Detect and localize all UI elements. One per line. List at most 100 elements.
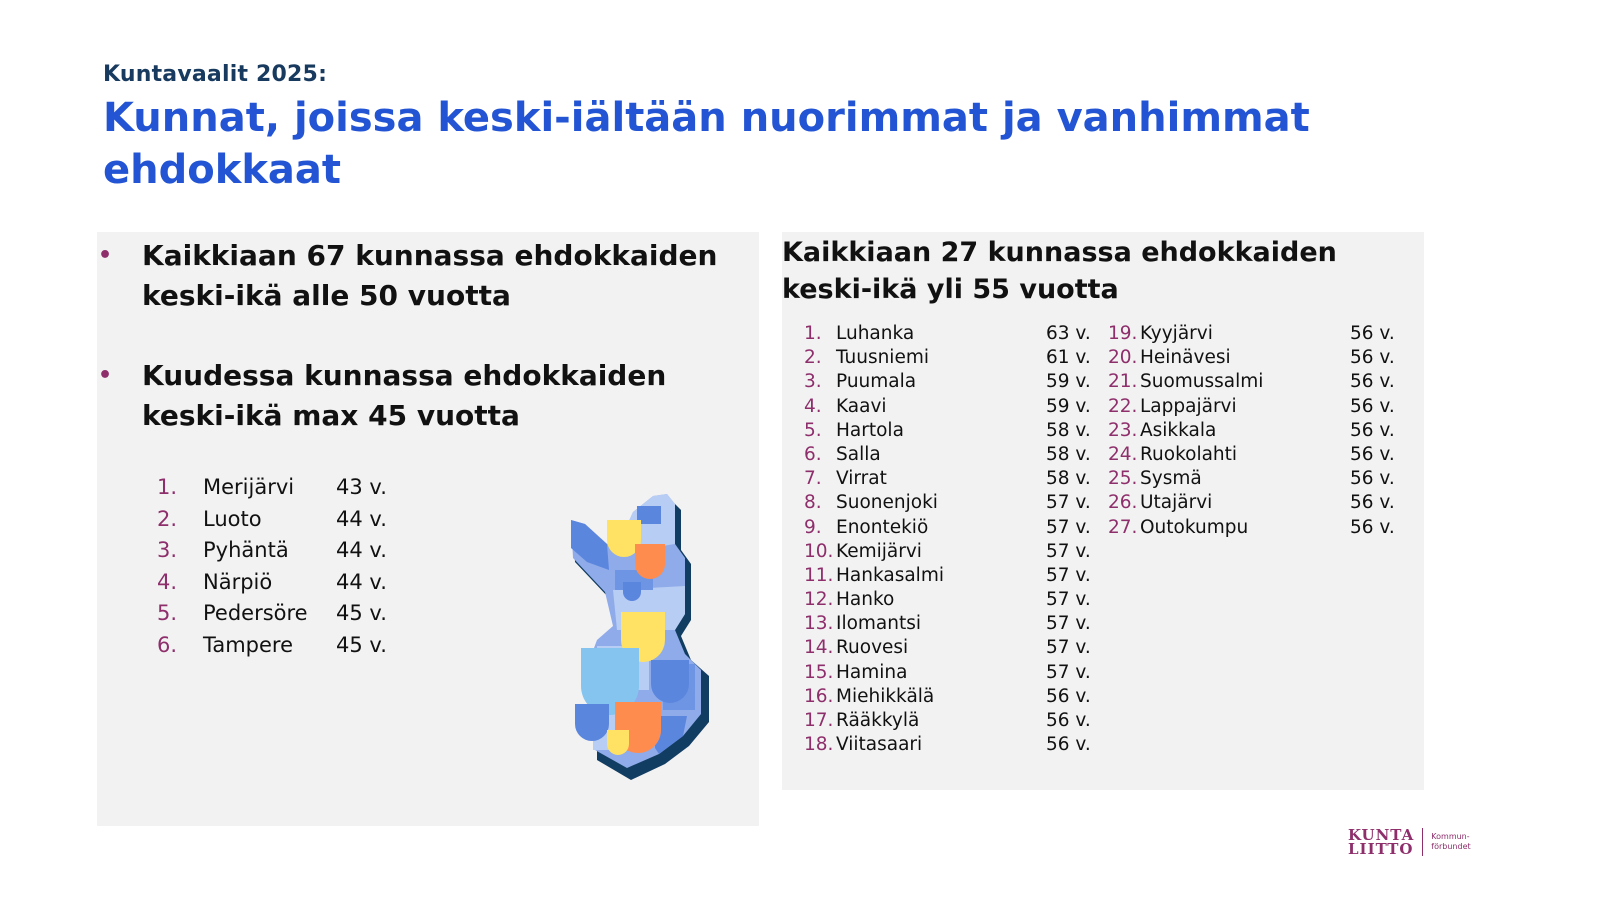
logo-subtext-line: Kommun-	[1431, 832, 1470, 841]
list-item: 9. Enontekiö 57 v.	[804, 516, 1104, 540]
average-age: 58 v.	[1046, 443, 1091, 465]
municipality: Ruovesi	[836, 637, 909, 659]
rank: 2.	[157, 506, 178, 531]
rank: 1.	[804, 323, 822, 344]
municipality: Heinävesi	[1140, 347, 1231, 369]
municipality: Utajärvi	[1140, 492, 1213, 514]
youngest-list: 1. Merijärvi 43 v. 2. Luoto 44 v. 3. Pyh…	[157, 472, 417, 661]
list-item: 22. Lappajärvi 56 v.	[1108, 395, 1408, 419]
municipality: Hanko	[836, 589, 895, 611]
list-item: 16. Miehikkälä 56 v.	[804, 685, 1104, 709]
average-age: 56 v.	[1046, 734, 1091, 756]
average-age: 57 v.	[1046, 492, 1091, 514]
rank: 23.	[1108, 419, 1138, 441]
municipality: Enontekiö	[836, 516, 929, 538]
supertitle: Kuntavaalit 2025:	[103, 62, 328, 87]
list-item: 4. Närpiö 44 v.	[157, 567, 417, 599]
bullet-max-45: • Kuudessa kunnassa ehdokkaiden keski-ik…	[98, 356, 752, 436]
rank: 6.	[804, 443, 822, 465]
list-item: 19. Kyyjärvi 56 v.	[1108, 322, 1408, 346]
average-age: 56 v.	[1350, 516, 1395, 538]
list-item: 5. Hartola 58 v.	[804, 419, 1104, 443]
bullet-dot: •	[98, 363, 113, 388]
average-age: 56 v.	[1350, 443, 1395, 465]
list-item: 23. Asikkala 56 v.	[1108, 419, 1408, 443]
average-age: 57 v.	[1046, 516, 1091, 538]
average-age: 57 v.	[1046, 637, 1091, 659]
average-age: 61 v.	[1046, 347, 1091, 369]
rank: 17.	[804, 710, 834, 731]
oldest-list-column-1: 1. Luhanka 63 v. 2. Tuusniemi 61 v. 3. Puumal…	[804, 322, 1104, 757]
average-age: 57 v.	[1046, 613, 1091, 635]
average-age: 44 v.	[336, 506, 387, 531]
list-item: 12. Hanko 57 v.	[804, 588, 1104, 612]
average-age: 59 v.	[1046, 371, 1091, 393]
municipality: Asikkala	[1140, 419, 1217, 441]
municipality: Tampere	[203, 632, 294, 657]
rank: 14.	[804, 637, 834, 659]
average-age: 56 v.	[1350, 492, 1395, 514]
list-item: 3. Puumala 59 v.	[804, 370, 1104, 394]
municipality: Luoto	[203, 506, 262, 531]
rank: 12.	[804, 589, 834, 611]
municipality: Hamina	[836, 661, 908, 683]
average-age: 44 v.	[336, 538, 387, 562]
list-item: 7. Virrat 58 v.	[804, 467, 1104, 491]
list-item: 1. Merijärvi 43 v.	[157, 472, 417, 504]
list-item: 6. Tampere 45 v.	[157, 630, 417, 662]
list-item: 4. Kaavi 59 v.	[804, 395, 1104, 419]
municipality: Tuusniemi	[836, 347, 929, 369]
list-item: 21. Suomussalmi 56 v.	[1108, 370, 1408, 394]
rank: 13.	[804, 613, 834, 635]
logo-wordmark-line: KUNTA	[1348, 826, 1415, 844]
average-age: 57 v.	[1046, 661, 1091, 683]
bullet-under-50: • Kaikkiaan 67 kunnassa ehdokkaiden kesk…	[98, 236, 752, 316]
list-item: 10. Kemijärvi 57 v.	[804, 540, 1104, 564]
rank: 10.	[804, 540, 834, 562]
logo-subtext-line: förbundet	[1431, 842, 1471, 851]
municipality: Rääkkylä	[836, 710, 920, 731]
list-item: 2. Tuusniemi 61 v.	[804, 346, 1104, 370]
municipality: Ilomantsi	[836, 613, 922, 635]
average-age: 58 v.	[1046, 468, 1091, 490]
list-item: 1. Luhanka 63 v.	[804, 322, 1104, 346]
rank: 27.	[1108, 516, 1138, 538]
logo-wordmark-line: LIITTO	[1348, 840, 1414, 858]
rank: 3.	[157, 538, 178, 562]
rank: 6.	[157, 632, 178, 657]
map-shapes	[575, 520, 689, 755]
list-item: 17. Rääkkylä 56 v.	[804, 709, 1104, 733]
rank: 3.	[804, 371, 822, 393]
rank: 21.	[1108, 371, 1138, 393]
list-item: 3. Pyhäntä 44 v.	[157, 535, 417, 567]
rank: 4.	[804, 395, 822, 417]
municipality: Viitasaari	[836, 734, 923, 756]
logo-divider	[1422, 828, 1424, 856]
average-age: 57 v.	[1046, 589, 1091, 611]
list-item: 24. Ruokolahti 56 v.	[1108, 443, 1408, 467]
municipality: Kyyjärvi	[1140, 323, 1213, 344]
rank: 5.	[157, 601, 178, 625]
rank: 8.	[804, 492, 822, 514]
list-item: 13. Ilomantsi 57 v.	[804, 612, 1104, 636]
municipality: Ruokolahti	[1140, 443, 1238, 465]
municipality: Salla	[836, 443, 881, 465]
municipality: Suomussalmi	[1140, 371, 1264, 393]
average-age: 57 v.	[1046, 564, 1091, 586]
rank: 19.	[1108, 323, 1138, 344]
municipality: Kaavi	[836, 395, 887, 417]
municipality: Outokumpu	[1140, 516, 1249, 538]
list-item: 2. Luoto 44 v.	[157, 504, 417, 536]
municipality: Kemijärvi	[836, 540, 922, 562]
list-item: 11. Hankasalmi 57 v.	[804, 564, 1104, 588]
average-age: 56 v.	[1350, 419, 1395, 441]
municipality: Hankasalmi	[836, 564, 944, 586]
municipality: Suonenjoki	[836, 492, 938, 514]
average-age: 45 v.	[336, 632, 387, 657]
average-age: 56 v.	[1350, 347, 1395, 369]
average-age: 56 v.	[1046, 685, 1091, 707]
average-age: 56 v.	[1350, 371, 1395, 393]
bullet-text: Kaikkiaan 67 kunnassa ehdokkaiden keski-…	[142, 239, 718, 312]
page-title: Kunnat, joissa keski-iältään nuorimmat j…	[103, 95, 1310, 193]
average-age: 56 v.	[1046, 710, 1091, 731]
